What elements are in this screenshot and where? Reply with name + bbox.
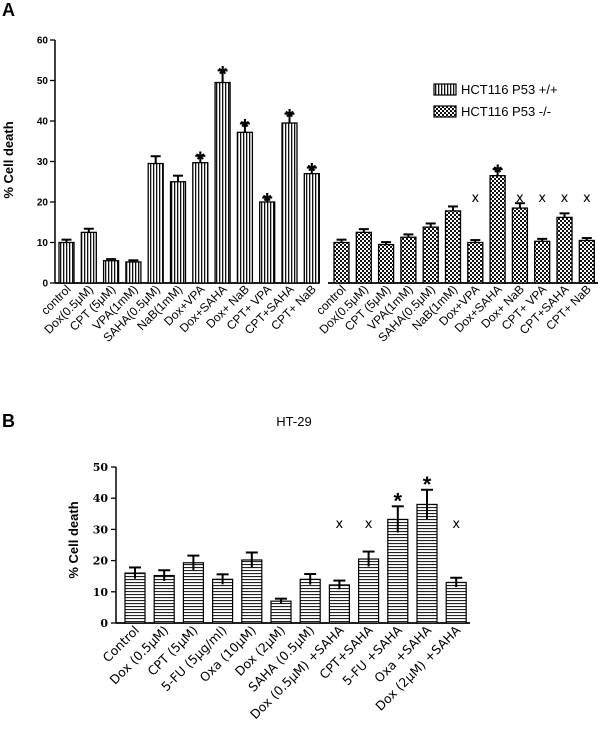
panel-a-y-tick-label: 10 xyxy=(37,238,49,249)
panel-label-b: B xyxy=(2,411,15,431)
panel-a-bar xyxy=(489,175,506,284)
panel-b-bar xyxy=(445,581,467,624)
panel-b-title: HT-29 xyxy=(276,414,311,429)
panel-a-bars xyxy=(58,69,595,284)
panel-a-bar xyxy=(422,226,439,284)
panel-a-bar xyxy=(355,231,372,284)
panel-b-bar xyxy=(241,559,263,624)
significance-cross: x xyxy=(516,191,524,206)
panel-b-y-tick-label: 20 xyxy=(93,555,109,568)
panel-label-a: A xyxy=(2,0,15,20)
panel-b-y-axis-label: % Cell death xyxy=(66,501,81,578)
panel-b-bar xyxy=(328,584,350,624)
panel-a-bar xyxy=(467,241,484,284)
significance-cross: x xyxy=(452,517,460,532)
significance-cross: x xyxy=(583,191,591,206)
legend-swatch-p53-ko xyxy=(433,105,457,118)
chart-panel-b: HT-29 % Cell death 0 10 20 30 40 50 ControlDo… xyxy=(66,414,470,722)
panel-a-bar xyxy=(377,243,395,284)
panel-a-bar xyxy=(259,201,276,284)
panel-b-axes: 0 10 20 30 40 50 xyxy=(93,461,470,630)
panel-a-bar xyxy=(169,181,187,284)
panel-b-bar xyxy=(124,572,146,624)
panel-a-bar xyxy=(333,241,350,284)
panel-b-bar xyxy=(299,578,321,624)
panel-a-y-tick-label: 40 xyxy=(37,117,49,128)
legend-swatch-p53-wt xyxy=(433,83,457,96)
panel-a-bar xyxy=(578,239,595,284)
panel-a-bar xyxy=(192,162,209,284)
significance-star: * xyxy=(493,160,502,185)
panel-a-bar xyxy=(303,172,320,284)
panel-b-y-tick-label: 40 xyxy=(93,492,109,505)
significance-star: * xyxy=(241,114,250,139)
panel-a-bar xyxy=(214,81,231,284)
panel-a-y-tick-label: 30 xyxy=(37,157,49,168)
panel-a-bar xyxy=(511,207,529,284)
panel-b-significance-markers: x x * * x xyxy=(336,472,461,532)
panel-b-bar xyxy=(270,600,292,624)
panel-a-y-tick-label: 0 xyxy=(42,279,48,290)
significance-star: * xyxy=(423,472,432,497)
panel-a-bar xyxy=(534,240,551,284)
panel-b-bar xyxy=(387,518,409,624)
panel-a-y-tick-label: 50 xyxy=(37,76,49,87)
panel-a-bar xyxy=(281,122,298,284)
panel-b-bar xyxy=(358,558,380,624)
panel-a-legend: HCT116 P53 +/+ HCT116 P53 -/- xyxy=(433,82,558,119)
panel-b-y-tick-label: 10 xyxy=(93,586,109,599)
significance-cross: x xyxy=(561,191,569,206)
significance-cross: x xyxy=(336,517,344,532)
panel-a-bar xyxy=(400,236,417,284)
panel-a-bar xyxy=(444,210,462,284)
significance-star: * xyxy=(263,189,272,214)
panel-b-y-tick-label: 0 xyxy=(100,617,108,630)
panel-b-bar xyxy=(153,574,175,624)
panel-a-bar xyxy=(80,231,97,284)
panel-b-y-tick-label: 30 xyxy=(93,523,109,536)
significance-star: * xyxy=(196,147,205,172)
panel-b-bar xyxy=(182,562,204,624)
panel-a-y-tick-label: 60 xyxy=(37,36,49,47)
panel-a-bar xyxy=(102,260,120,284)
panel-a-bar xyxy=(236,131,254,284)
significance-cross: x xyxy=(365,517,373,532)
legend-label-p53-ko: HCT116 P53 -/- xyxy=(461,104,551,119)
panel-b-bar xyxy=(416,503,438,624)
panel-a-bar xyxy=(58,241,75,284)
panel-a-bar xyxy=(556,216,573,284)
significance-star: * xyxy=(218,61,227,86)
panel-a-bar xyxy=(147,162,164,284)
panel-b-bars xyxy=(124,488,467,624)
legend-label-p53-wt: HCT116 P53 +/+ xyxy=(461,82,558,97)
significance-cross: x xyxy=(538,191,546,206)
chart-panel-a: % Cell death 0 10 20 30 40 50 60 controlDox(0.… xyxy=(1,36,598,345)
panel-a-y-axis-label: % Cell death xyxy=(1,121,16,198)
significance-cross: x xyxy=(471,191,479,206)
significance-star: * xyxy=(394,488,403,513)
panel-a-significance-markers: ******x*x x x x xyxy=(196,61,591,213)
panel-b-y-tick-label: 50 xyxy=(93,461,109,474)
panel-a-y-tick-label: 20 xyxy=(37,198,49,209)
panel-a-bar xyxy=(125,261,142,284)
panel-b-bar xyxy=(212,578,234,624)
significance-star: * xyxy=(308,159,317,184)
significance-star: * xyxy=(285,105,294,130)
